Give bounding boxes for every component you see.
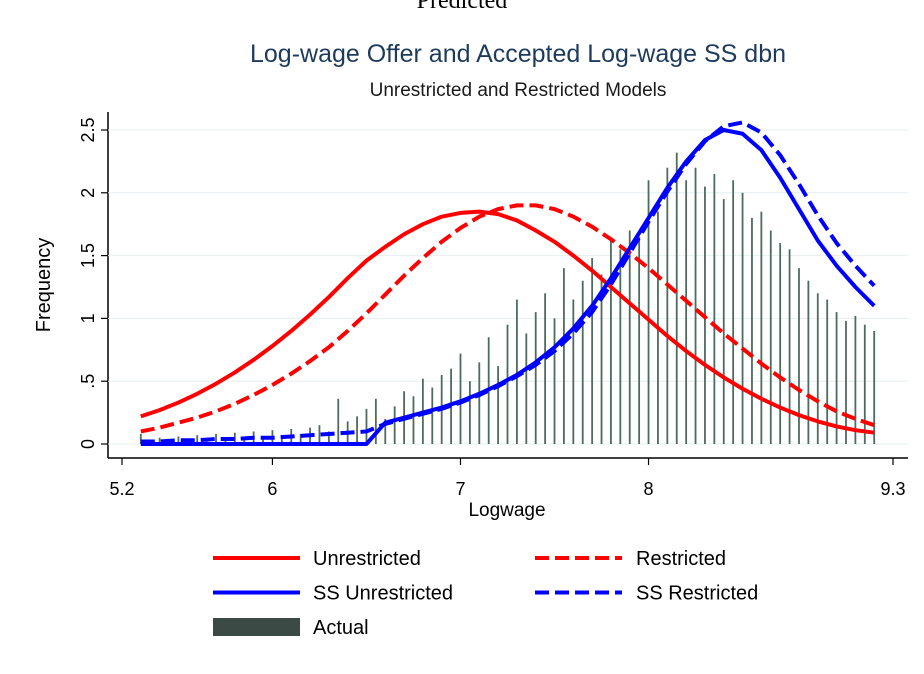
bar [412,396,415,444]
y-tick-label: 0 [78,439,98,449]
x-tick-label: 5.2 [109,479,134,499]
legend-label: Unrestricted [313,548,421,570]
bar [610,240,612,444]
bar [826,299,829,444]
header: Predicted [417,0,508,14]
bar [431,387,434,444]
bar [835,312,838,444]
bar [666,167,669,444]
bar [139,433,142,444]
bar [384,418,387,444]
bar [318,425,321,444]
bar [779,243,782,444]
bar [196,435,199,444]
x-axis-label: Logwage [468,500,545,521]
bar [638,236,641,444]
line [140,203,875,434]
bar [741,192,744,444]
bar [393,406,396,444]
legend-label: Actual [313,617,369,639]
bar [807,280,810,444]
x-tick-label: 8 [644,479,654,499]
plot-area [139,120,876,446]
bar [506,324,509,444]
bar [337,398,340,444]
legend-label: Restricted [636,548,726,570]
bar [675,152,678,444]
bar [732,180,735,445]
bar [722,199,725,444]
bar [544,293,547,444]
bar [628,230,631,444]
bar [177,436,180,444]
y-tick-label: 2 [78,188,98,198]
bar [769,230,772,444]
bar [854,315,857,444]
bar [497,366,499,444]
bar [459,353,462,444]
bar [525,333,528,444]
bar [647,180,650,445]
y-tick-label: 1 [78,313,98,323]
line [140,209,875,435]
bar [591,258,594,444]
bar [262,436,264,444]
bar [685,180,688,445]
x-tick-label: 6 [267,479,277,499]
legend-label: SS Restricted [636,583,758,605]
bar [243,438,246,444]
bar [356,416,358,444]
legend: Unrestricted Restricted SS Unrestricted SS … [213,548,758,639]
y-tick-label: .5 [78,374,98,389]
bar [280,435,283,444]
bar [816,293,819,444]
y-axis-label: Frequency [33,238,55,333]
bar [600,274,603,444]
bar [374,398,377,444]
bar [516,299,518,444]
x-tick-label: 7 [455,479,465,499]
bar [327,431,330,444]
bar [751,217,753,444]
line [140,120,876,444]
grid: 0 .5 1 1.5 2 2.5 5.2 6 7 8 9.3 [78,117,908,499]
line [140,128,876,446]
bar [563,268,565,444]
bar [760,211,763,444]
x-tick-label: 9.3 [880,479,905,499]
bar [572,299,575,444]
bar [215,433,217,444]
bar [553,318,556,444]
bar [534,312,537,444]
bar [365,408,368,444]
y-tick-label: 1.5 [78,243,98,268]
bar [478,362,481,444]
bar [798,268,800,444]
bar [581,280,584,444]
bar [863,324,866,444]
legend-swatch [213,618,300,636]
bar [694,167,697,444]
legend-label: SS Unrestricted [313,583,453,605]
bar [788,249,791,444]
y-tick-label: 2.5 [78,117,98,142]
bar [299,433,302,444]
bar [468,381,471,444]
bar [233,432,236,444]
bar [845,320,847,444]
bar [158,437,161,444]
chart-title: Log-wage Offer and Accepted Log-wage SS … [250,40,786,68]
bar [713,173,716,444]
chart-subtitle: Unrestricted and Restricted Models [370,80,667,101]
bar [873,330,876,444]
bar [619,249,622,444]
